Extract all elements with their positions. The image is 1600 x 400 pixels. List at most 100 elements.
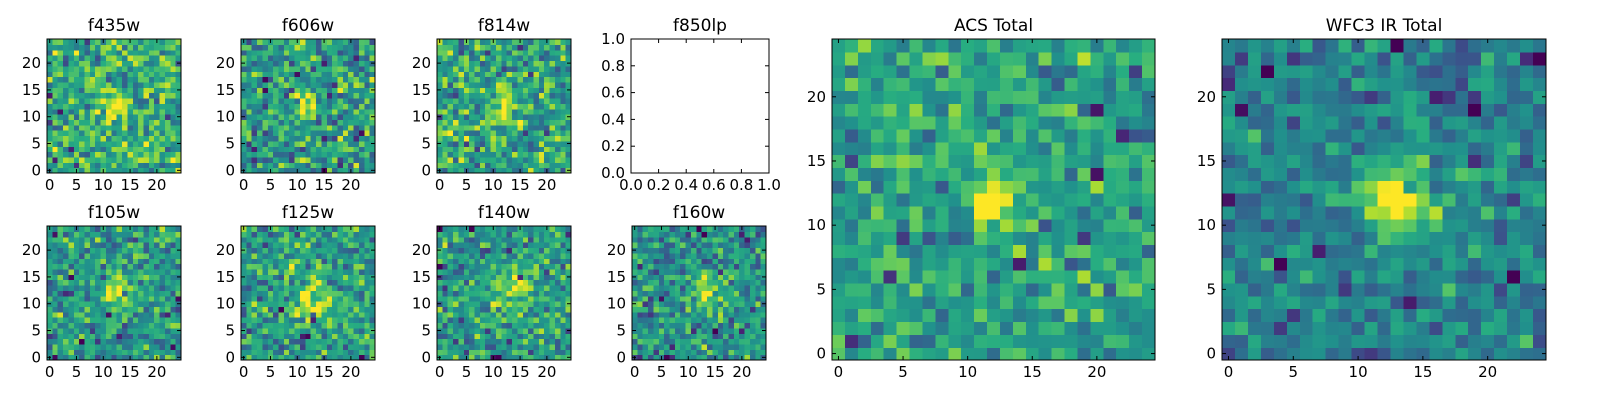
heatmap-cell	[251, 65, 258, 72]
heatmap-cell	[961, 51, 975, 66]
heatmap-cell	[321, 236, 328, 243]
heatmap-cell	[332, 114, 339, 120]
heatmap-cell	[321, 60, 328, 67]
heatmap-cell	[84, 338, 91, 345]
heatmap-cell	[348, 140, 355, 147]
heatmap-cell	[89, 65, 96, 72]
heatmap-cell	[246, 156, 253, 163]
heatmap-cell	[143, 103, 150, 110]
heatmap-cell	[299, 258, 306, 265]
heatmap-cell	[79, 236, 86, 243]
heatmap-cell	[974, 205, 988, 220]
heatmap-cell	[922, 270, 936, 284]
heatmap-cell	[57, 60, 64, 67]
heatmap-cell	[154, 65, 161, 72]
heatmap-cell	[463, 55, 470, 62]
heatmap-cell	[999, 205, 1014, 220]
heatmap-cell	[369, 279, 376, 286]
heatmap-cell	[321, 103, 328, 110]
heatmap-cell	[1481, 218, 1495, 233]
heatmap-cell	[310, 92, 317, 99]
heatmap-cell	[1222, 51, 1236, 66]
heatmap-cell	[458, 103, 465, 110]
heatmap-cell	[1403, 334, 1417, 348]
heatmap-cell	[294, 333, 301, 340]
heatmap-cell	[316, 338, 322, 345]
heatmap-cell	[267, 60, 274, 67]
heatmap-cell	[111, 114, 118, 120]
heatmap-cell	[506, 338, 513, 345]
heatmap-cell	[469, 295, 476, 302]
heatmap-cell	[138, 92, 145, 99]
heatmap-cell	[52, 71, 59, 78]
heatmap-cell	[948, 205, 962, 220]
heatmap-cell	[316, 108, 322, 115]
heatmap-cell	[832, 154, 846, 168]
heatmap-cell	[283, 263, 290, 270]
heatmap-cell	[241, 71, 247, 78]
heatmap-cell	[111, 284, 118, 291]
heatmap-cell	[337, 354, 344, 361]
heatmap-cell	[506, 333, 513, 340]
heatmap-cell	[987, 39, 1001, 53]
heatmap-cell	[321, 108, 328, 115]
heatmap-cell	[479, 44, 486, 51]
heatmap-cell	[262, 236, 269, 243]
heatmap-cell	[935, 257, 949, 271]
heatmap-cell	[132, 114, 139, 120]
heatmap-cell	[73, 140, 80, 147]
heatmap-cell	[364, 333, 371, 340]
heatmap-cell	[528, 322, 535, 329]
heatmap-cell	[549, 97, 556, 104]
heatmap-cell	[95, 108, 102, 115]
heatmap-cell	[251, 81, 258, 88]
heatmap-cell	[148, 284, 155, 291]
heatmap-cell	[1494, 218, 1508, 233]
heatmap-cell	[490, 76, 497, 83]
heatmap-cell	[896, 205, 911, 220]
heatmap-cell	[1351, 231, 1366, 246]
heatmap-cell	[283, 114, 290, 120]
heatmap-cell	[458, 124, 465, 131]
heatmap-cell	[342, 39, 349, 45]
heatmap-cell	[175, 146, 182, 153]
heatmap-cell	[289, 306, 296, 313]
heatmap-cell	[512, 97, 518, 104]
heatmap-cell	[1286, 270, 1301, 284]
heatmap-cell	[251, 108, 258, 115]
heatmap-cell	[857, 205, 872, 220]
heatmap-cell	[116, 338, 123, 345]
heatmap-cell	[353, 343, 360, 350]
heatmap-cell	[1481, 282, 1495, 297]
heatmap-cell	[1025, 103, 1040, 117]
heatmap-cell	[1377, 77, 1392, 91]
heatmap-cell	[948, 282, 962, 297]
heatmap-cell	[143, 108, 150, 115]
heatmap-cell	[1038, 128, 1053, 143]
heatmap-cell	[453, 65, 460, 72]
heatmap-cell	[278, 119, 285, 126]
heatmap-cell	[63, 114, 70, 120]
heatmap-cell	[326, 231, 333, 238]
heatmap-cell	[844, 282, 859, 297]
heatmap-cell	[1481, 154, 1495, 168]
heatmap-cell	[447, 156, 454, 163]
y-tick-label: 0.8	[601, 57, 625, 75]
heatmap-cell	[517, 135, 524, 142]
heatmap-cell	[1142, 116, 1156, 130]
heatmap-cell	[442, 71, 449, 78]
heatmap-cell	[63, 71, 70, 78]
heatmap-cell	[95, 252, 102, 259]
heatmap-cell	[257, 338, 264, 345]
panel-title: f814w	[478, 16, 530, 36]
heatmap-cell	[348, 258, 355, 265]
heatmap-cell	[68, 71, 75, 78]
heatmap-cell	[538, 333, 545, 340]
heatmap-cell	[257, 114, 264, 120]
heatmap-cell	[111, 81, 118, 88]
heatmap-cell	[154, 76, 161, 83]
axes-frame	[831, 38, 1156, 361]
heatmap-cell	[316, 327, 322, 334]
heatmap-cell	[1507, 282, 1521, 297]
heatmap-cell	[844, 295, 859, 310]
